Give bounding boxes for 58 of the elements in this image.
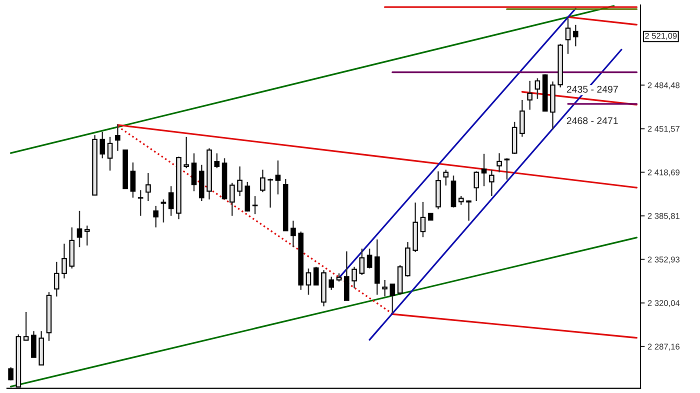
candlestick [527, 80, 532, 110]
candlestick [130, 162, 136, 198]
candlestick [443, 169, 449, 186]
candlestick [489, 169, 494, 197]
y-tick-label: 2 320,04 [648, 300, 680, 308]
candlestick [252, 195, 258, 215]
candlestick [496, 152, 502, 173]
candlestick [420, 201, 426, 238]
candlestick [466, 200, 472, 222]
candlestick [184, 136, 190, 169]
candlestick [107, 136, 113, 172]
candlestick [260, 169, 266, 193]
candlestick [275, 160, 281, 196]
candlestick [62, 243, 67, 279]
candlestick [390, 284, 396, 314]
y-tick-label: 2 418,69 [648, 169, 680, 176]
candlestick [366, 248, 372, 270]
candlestick [191, 152, 197, 192]
annotation: 2435 - 2497 [566, 86, 618, 93]
candlestick [153, 205, 158, 228]
candlestick [160, 198, 166, 224]
y-tick-label: 2 451,57 [648, 126, 680, 133]
candlestick [306, 268, 312, 296]
candlestick [382, 279, 388, 297]
y-tick-label: 2 352,93 [648, 256, 680, 264]
candlestick [54, 261, 60, 298]
y-tick-label: 2 385,81 [648, 213, 680, 220]
candlestick [344, 250, 350, 301]
candlestick [214, 152, 220, 169]
candlestick [138, 190, 144, 216]
candlestick [359, 248, 365, 276]
candlestick [534, 78, 540, 100]
candlestick [146, 172, 151, 202]
candlestick [328, 276, 334, 290]
y-tick-label: 2 484,48 [648, 82, 680, 90]
candlestick [8, 366, 14, 381]
candlestick [290, 220, 296, 248]
candlestick [115, 124, 120, 152]
candlestick [520, 99, 525, 138]
text: 2 521,09 [645, 32, 677, 40]
candlestick [481, 153, 487, 187]
candlestick [268, 178, 273, 208]
candlestick [31, 330, 36, 358]
candlestick [230, 182, 235, 216]
annotation: 2468 - 2471 [566, 117, 618, 124]
candlestick [168, 186, 174, 216]
candlestick [84, 225, 90, 246]
candlestick [504, 158, 510, 180]
y-tick-label: 2 287,16 [648, 344, 680, 351]
candlestick [565, 18, 571, 54]
candlestick [100, 131, 106, 159]
candlestick [474, 170, 480, 202]
candlestick [352, 266, 357, 289]
candlestick [237, 166, 242, 197]
candlestick [313, 266, 319, 286]
candlestick [23, 311, 29, 341]
candlestick [572, 24, 578, 47]
candlestick [76, 210, 82, 248]
